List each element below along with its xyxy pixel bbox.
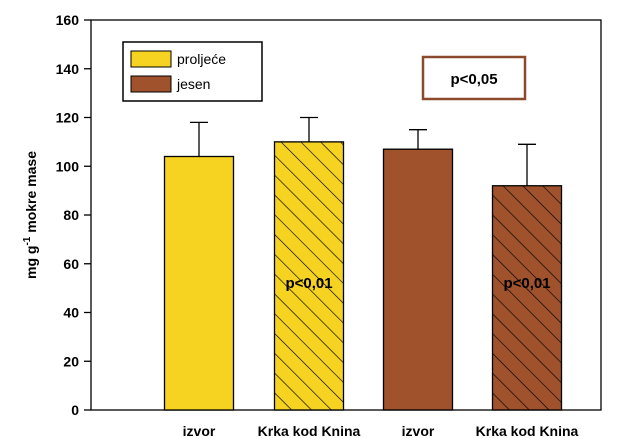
bar-annotation: p<0,01 xyxy=(503,275,550,292)
y-tick-label: 40 xyxy=(63,305,79,321)
y-axis-title: mg g-1 mokre mase xyxy=(22,151,39,279)
y-tick-label: 80 xyxy=(63,207,79,223)
significance-annotation: p<0,05 xyxy=(421,55,527,101)
legend-label-proljece: proljeće xyxy=(177,51,226,67)
bar xyxy=(382,148,454,411)
bar xyxy=(491,185,563,411)
y-tick-label: 0 xyxy=(71,402,79,418)
legend-label-jesen: jesen xyxy=(176,76,210,92)
legend: proljeće jesen xyxy=(122,41,263,102)
legend-swatch-jesen xyxy=(130,75,172,93)
y-tick-label: 60 xyxy=(63,256,79,272)
y-tick-label: 140 xyxy=(56,61,80,77)
bar xyxy=(163,155,235,411)
x-category-label: izvor xyxy=(183,423,216,438)
x-axis-labels: izvor Krka kod Knina izvor Krka kod Knina xyxy=(183,423,579,438)
y-tick-label: 20 xyxy=(63,353,79,369)
x-category-label: Krka kod Knina xyxy=(476,423,579,438)
y-axis: 0 20 40 60 80 100 120 140 160 xyxy=(56,12,91,418)
significance-box xyxy=(421,55,527,101)
bar-annotation: p<0,01 xyxy=(285,275,332,292)
y-tick-label: 160 xyxy=(56,12,80,28)
y-tick-label: 100 xyxy=(56,158,80,174)
x-category-label: izvor xyxy=(402,423,435,438)
y-tick-label: 120 xyxy=(56,110,80,126)
significance-text: p<0,05 xyxy=(450,71,497,88)
bar xyxy=(273,141,345,411)
legend-swatch-proljece xyxy=(130,50,172,68)
bars: p<0,01 p<0,01 xyxy=(163,116,563,411)
x-category-label: Krka kod Knina xyxy=(258,423,361,438)
